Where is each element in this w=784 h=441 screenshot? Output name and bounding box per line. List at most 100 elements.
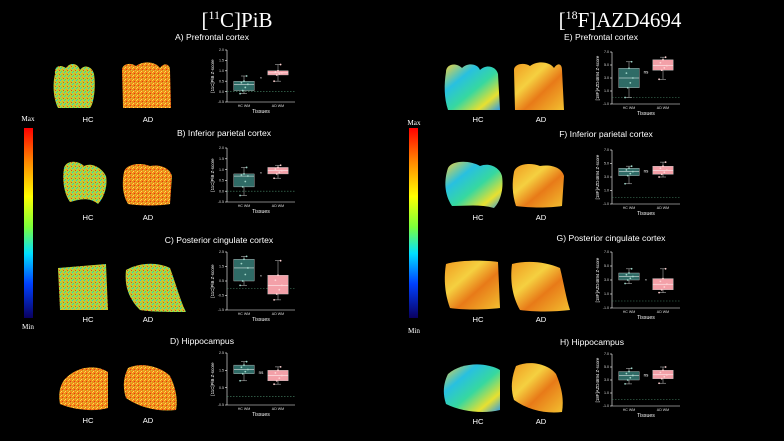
data-point: [241, 89, 244, 92]
data-point: [662, 165, 664, 168]
label-ad-b: AD: [143, 213, 154, 222]
colorbar-left: [24, 128, 33, 318]
data-point: [240, 262, 243, 265]
data-point: [666, 283, 668, 286]
y-axis-label: [11C]PiB Z-score: [210, 362, 215, 396]
significance-mark: *: [260, 171, 262, 176]
panel-title-f: F) Inferior parietal cortex: [559, 129, 653, 139]
data-point: [632, 170, 634, 173]
data-point: [630, 60, 633, 63]
data-point: [663, 171, 666, 174]
data-point: [660, 69, 663, 72]
box-hc: [233, 259, 255, 282]
data-point: [247, 175, 249, 177]
brain-slice-hc-e: [444, 64, 500, 110]
data-point: [664, 161, 667, 164]
data-point: [624, 383, 626, 385]
data-point: [662, 277, 664, 280]
label-ad-c: AD: [143, 315, 154, 324]
y-tick-label: 3.0: [604, 278, 609, 282]
panel-title-c: C) Posterior cingulate cortex: [165, 235, 274, 245]
data-point: [658, 382, 660, 385]
data-point: [241, 185, 244, 188]
data-point: [659, 371, 662, 374]
data-point: [241, 372, 244, 375]
data-point: [247, 83, 249, 86]
y-tick-label: 1.5: [219, 157, 224, 161]
data-point: [658, 176, 660, 178]
significance-mark: ns: [259, 370, 264, 375]
x-category-label: HC WM: [623, 206, 636, 210]
y-tick-label: 0.5: [219, 386, 224, 390]
data-point: [281, 169, 283, 172]
box-hc: [233, 80, 255, 91]
data-point: [630, 267, 633, 270]
significance-mark: ns: [644, 168, 649, 173]
data-point: [630, 165, 633, 168]
y-tick-label: -1.5: [218, 308, 224, 312]
data-point: [666, 64, 668, 67]
x-axis-label: Tissues: [637, 211, 655, 217]
data-point: [279, 259, 282, 262]
y-tick-label: -0.5: [218, 100, 224, 104]
label-hc-f: HC: [473, 213, 484, 222]
y-tick-label: -1.0: [603, 404, 609, 408]
y-tick-label: 5.0: [604, 365, 609, 369]
data-point: [628, 67, 630, 70]
brain-slice-ad-g: [511, 261, 570, 312]
data-point: [660, 173, 663, 176]
y-tick-label: 1.0: [219, 69, 224, 73]
x-category-label: AD WM: [657, 106, 669, 110]
data-point: [244, 86, 247, 89]
data-point: [659, 61, 662, 64]
label-ad-g: AD: [536, 315, 547, 324]
brain-slice-ad-a: [122, 62, 171, 108]
label-hc-h: HC: [473, 417, 484, 426]
x-category-label: AD WM: [272, 312, 284, 316]
data-point: [278, 288, 281, 291]
data-point: [626, 279, 629, 281]
data-point: [281, 71, 283, 74]
y-tick-label: 0.0: [219, 189, 224, 193]
y-tick-label: 7.0: [604, 148, 609, 152]
brain-slice-hc-a: [53, 64, 95, 108]
label-hc-c: HC: [83, 315, 94, 324]
x-category-label: HC WM: [238, 312, 251, 316]
data-point: [245, 75, 248, 77]
data-point: [664, 366, 667, 368]
y-tick-label: 0.5: [219, 79, 224, 83]
y-axis-label: [11C]PiB Z-score: [210, 59, 215, 93]
data-point: [274, 168, 277, 170]
data-point: [239, 92, 242, 95]
significance-mark: *: [645, 278, 647, 283]
label-hc-e: HC: [473, 115, 484, 124]
y-tick-label: -1.0: [603, 202, 609, 206]
y-tick-label: -0.5: [218, 403, 224, 407]
y-tick-label: 2.5: [219, 351, 224, 355]
x-category-label: AD WM: [272, 104, 284, 108]
x-category-label: HC WM: [238, 407, 251, 411]
data-point: [279, 63, 282, 66]
data-point: [245, 255, 248, 258]
label-ad-a: AD: [143, 115, 154, 124]
data-point: [247, 368, 249, 371]
x-axis-label: Tissues: [637, 315, 655, 321]
data-point: [239, 379, 242, 382]
colorbar-right-min: Min: [408, 327, 420, 335]
brain-slice-hc-f: [445, 161, 503, 208]
data-point: [274, 279, 277, 282]
data-point: [275, 173, 278, 175]
panel-title-e: E) Prefrontal cortex: [564, 32, 639, 42]
data-point: [658, 78, 660, 81]
brain-slice-hc-g: [444, 260, 500, 310]
data-point: [630, 367, 633, 370]
y-tick-label: 1.5: [219, 265, 224, 269]
data-point: [281, 284, 283, 287]
data-point: [628, 167, 630, 170]
label-hc-a: HC: [83, 115, 94, 124]
brain-slice-hc-c: [58, 264, 108, 310]
